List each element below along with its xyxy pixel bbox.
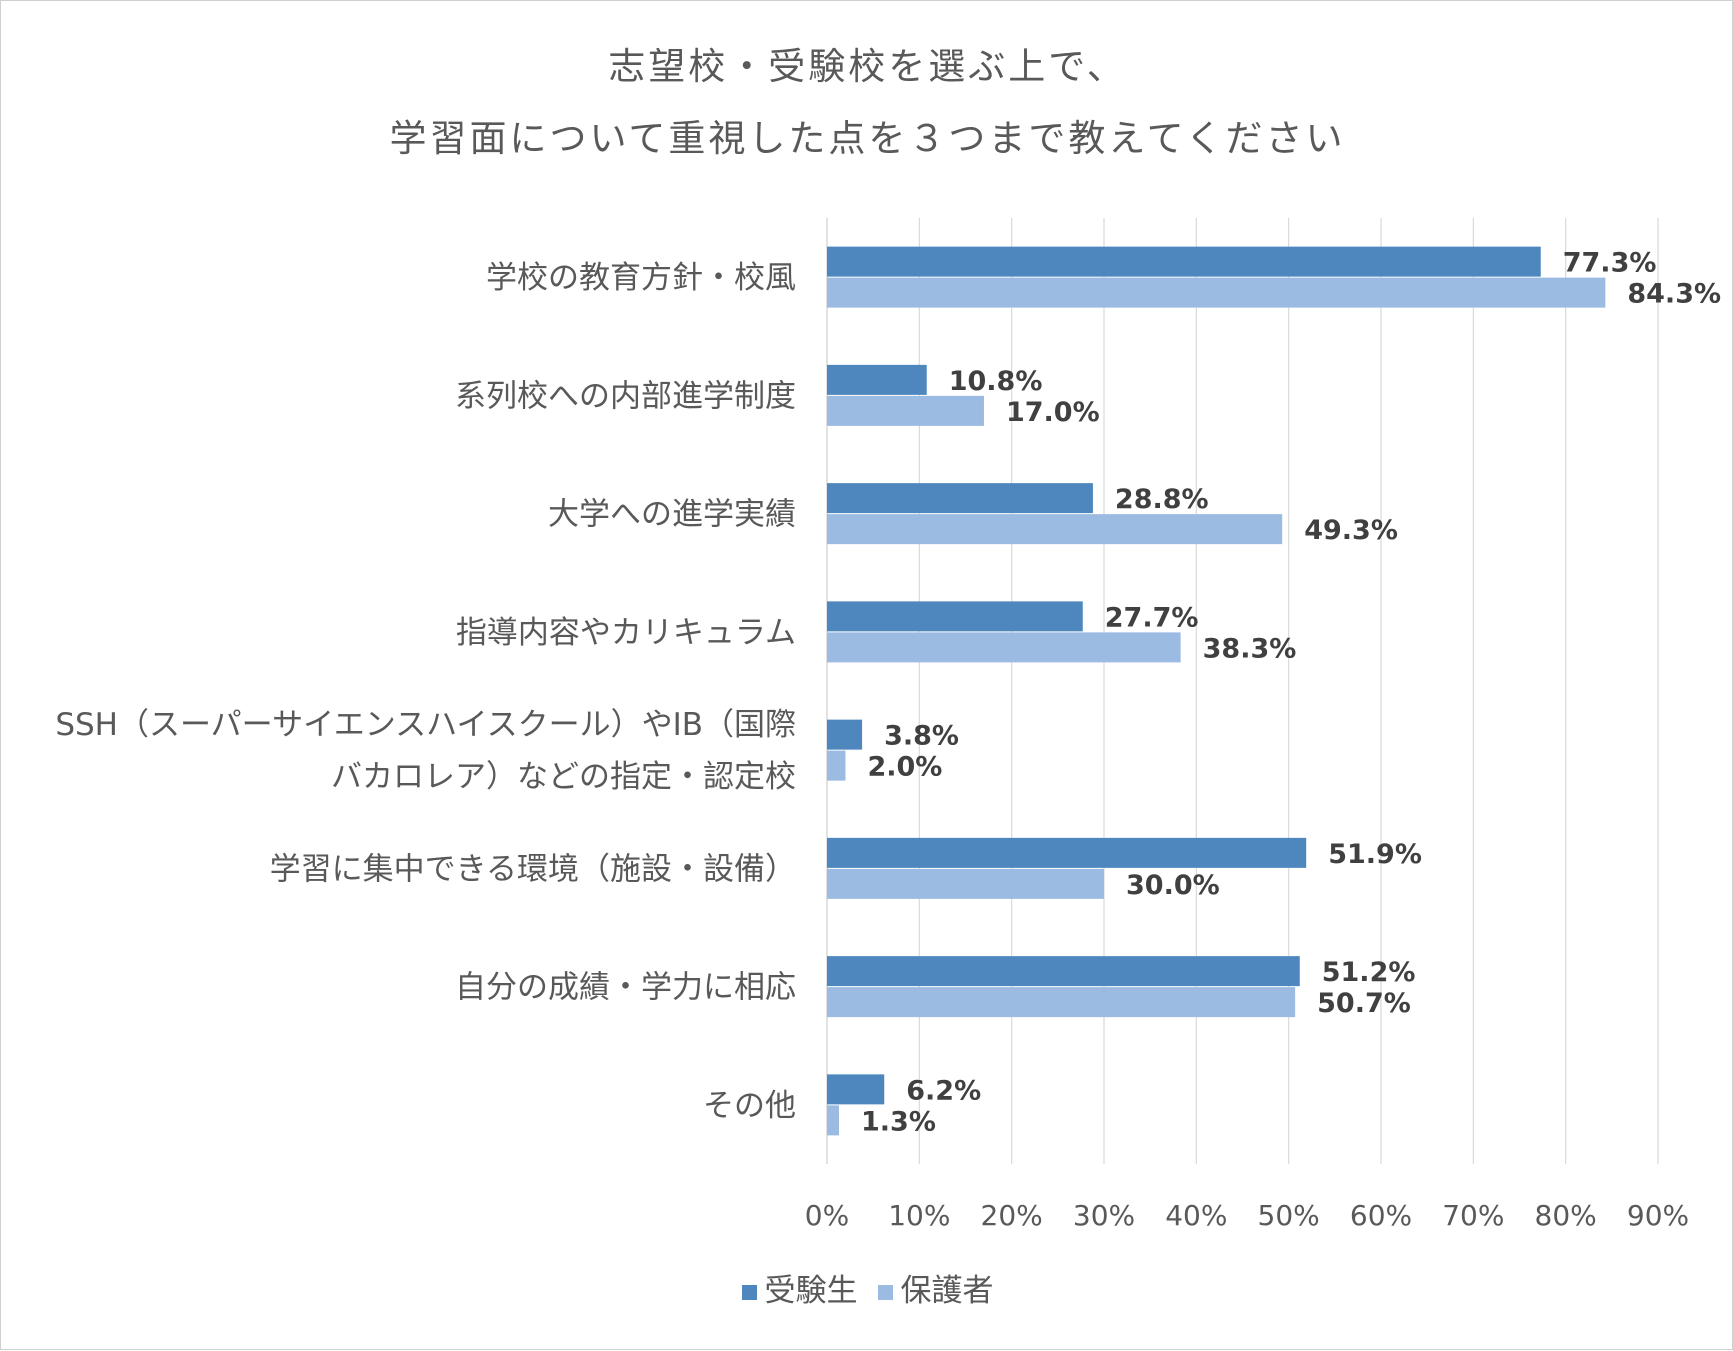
data-label: 2.0%	[867, 752, 942, 783]
bar-guardian	[827, 395, 984, 426]
data-label: 51.2%	[1322, 957, 1416, 988]
x-tick-label: 40%	[1165, 1199, 1227, 1232]
bar-examinee	[827, 956, 1300, 987]
x-tick-label: 30%	[1073, 1199, 1135, 1232]
legend-label: 受験生	[764, 1273, 858, 1309]
data-label: 10.8%	[949, 366, 1043, 397]
data-label: 77.3%	[1563, 248, 1657, 279]
bar-examinee	[827, 601, 1083, 632]
data-label: 3.8%	[884, 721, 959, 752]
category-label: 系列校への内部進学制度	[455, 378, 796, 414]
category-label: 学習に集中できる環境（施設・設備）	[270, 851, 796, 887]
bar-guardian	[827, 987, 1296, 1018]
legend-swatch	[877, 1285, 893, 1300]
x-tick-label: 70%	[1442, 1199, 1504, 1232]
chart-title-line-1: 志望校・受験校を選ぶ上で、	[608, 45, 1127, 88]
data-label: 1.3%	[861, 1106, 936, 1137]
data-label: 17.0%	[1006, 397, 1100, 428]
bar-guardian	[827, 1105, 840, 1136]
bar-guardian	[827, 750, 846, 781]
legend-item: 受験生	[741, 1265, 858, 1310]
bar-examinee	[827, 837, 1307, 868]
chart-title-line-2: 学習面について重視した点を３つまで教えてください	[389, 117, 1346, 160]
x-tick-label: 0%	[805, 1199, 849, 1232]
data-label: 51.9%	[1328, 839, 1422, 870]
data-label: 49.3%	[1304, 515, 1398, 546]
bar-guardian	[827, 514, 1283, 545]
x-tick-label: 20%	[981, 1199, 1043, 1232]
bar-guardian	[827, 632, 1181, 663]
bar-guardian	[827, 277, 1606, 308]
category-label: 自分の成績・学力に相応	[455, 970, 796, 1006]
data-label: 30.0%	[1126, 870, 1220, 901]
data-label: 50.7%	[1317, 988, 1411, 1019]
legend-swatch	[741, 1285, 757, 1300]
x-tick-label: 80%	[1535, 1199, 1597, 1232]
data-label: 6.2%	[906, 1075, 981, 1106]
x-tick-label: 60%	[1350, 1199, 1412, 1232]
bar-examinee	[827, 483, 1093, 514]
data-label: 28.8%	[1115, 484, 1209, 515]
bar-examinee	[827, 1074, 885, 1105]
data-label: 84.3%	[1627, 279, 1721, 310]
category-label: 指導内容やカリキュラム	[456, 615, 796, 651]
category-label: その他	[703, 1088, 796, 1124]
legend-item: 保護者	[877, 1265, 994, 1310]
legend-label: 保護者	[900, 1273, 994, 1309]
data-label: 38.3%	[1203, 633, 1297, 664]
chart-legend: 受験生 保護者	[1, 1265, 1733, 1310]
data-label: 27.7%	[1105, 602, 1199, 633]
bar-examinee	[827, 246, 1541, 277]
category-label: SSH（スーパーサイエンスハイスクール）やIB（国際	[55, 707, 796, 743]
x-tick-label: 50%	[1258, 1199, 1320, 1232]
category-label: 大学への進学実績	[548, 497, 796, 533]
bar-examinee	[827, 364, 927, 395]
bar-examinee	[827, 719, 863, 750]
category-label: 学校の教育方針・校風	[486, 260, 796, 296]
bar-guardian	[827, 868, 1104, 899]
chart-title: 志望校・受験校を選ぶ上で、 学習面について重視した点を３つまで教えてください	[1, 31, 1733, 175]
x-tick-label: 10%	[888, 1199, 950, 1232]
category-label: バカロレア）などの指定・認定校	[331, 759, 796, 795]
x-tick-label: 90%	[1627, 1199, 1689, 1232]
